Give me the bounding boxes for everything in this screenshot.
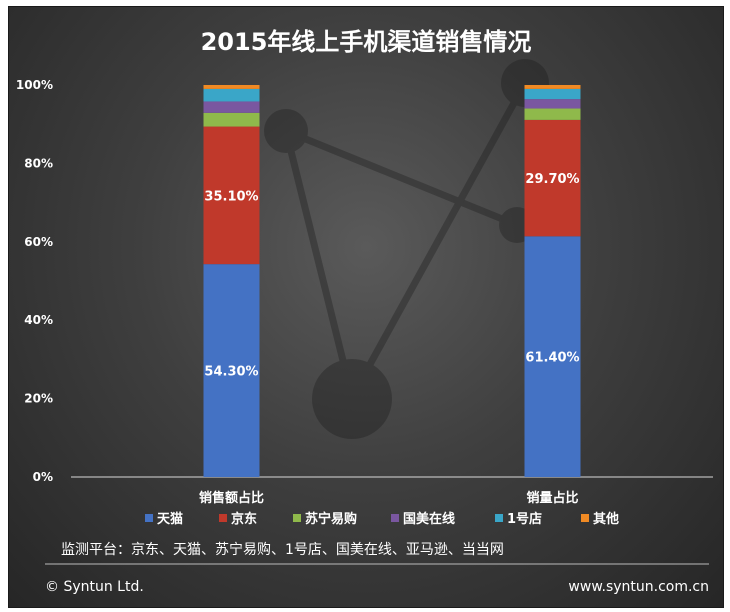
- bar-segment-1-5: [203, 88, 260, 102]
- legend-swatch: [495, 514, 503, 522]
- legend-swatch: [293, 514, 301, 522]
- category-labels: 销售额占比 销量占比: [199, 490, 579, 506]
- y-tick-label: 0%: [33, 470, 53, 484]
- data-label: 29.70%: [525, 172, 579, 187]
- data-label: 54.30%: [204, 365, 258, 380]
- legend-label: 京东: [231, 511, 257, 527]
- y-tick-label: 100%: [16, 78, 53, 92]
- legend-label: 苏宁易购: [305, 511, 357, 527]
- legend-label: 其他: [593, 511, 619, 527]
- data-label: 61.40%: [525, 351, 579, 366]
- bar-segment-2-5: [524, 88, 581, 100]
- y-tick-label: 80%: [24, 156, 53, 170]
- chart-svg: 2015年线上手机渠道销售情况 0% 20% 40% 60% 80% 100% 54.30…: [16, 28, 713, 595]
- data-label: 35.10%: [204, 189, 258, 204]
- bar-segment-2-2: [524, 119, 581, 237]
- copyright-text: © Syntun Ltd.: [45, 579, 144, 595]
- chart-frame: 2015年线上手机渠道销售情况 0% 20% 40% 60% 80% 100% 54.30…: [8, 6, 724, 608]
- legend-swatch: [581, 514, 589, 522]
- y-tick-label: 60%: [24, 235, 53, 249]
- bar-segment-2-4: [524, 99, 581, 109]
- bar-segment-1-3: [203, 112, 260, 127]
- bar-segment-1-6: [203, 85, 260, 89]
- legend-swatch: [145, 514, 153, 522]
- legend-label: 1号店: [507, 511, 542, 527]
- legend-label: 天猫: [157, 511, 183, 527]
- y-axis: 0% 20% 40% 60% 80% 100%: [16, 78, 713, 484]
- chart-title: 2015年线上手机渠道销售情况: [201, 28, 532, 56]
- website-text: www.syntun.com.cn: [568, 579, 709, 595]
- bar-segment-1-2: [203, 126, 260, 265]
- legend: 天猫 京东 苏宁易购 国美在线 1号店 其他: [145, 511, 619, 527]
- bars-group: 54.30% 35.10% 61.40% 29.70%: [203, 85, 581, 477]
- legend-swatch: [219, 514, 227, 522]
- bar-segment-1-1: [203, 264, 260, 477]
- legend-label: 国美在线: [403, 511, 455, 527]
- y-tick-label: 40%: [24, 313, 53, 327]
- bar-segment-2-3: [524, 108, 581, 120]
- category-label: 销量占比: [526, 490, 578, 506]
- bar-segment-2-6: [524, 85, 581, 89]
- legend-swatch: [391, 514, 399, 522]
- bar-segment-1-4: [203, 101, 260, 113]
- y-tick-label: 20%: [24, 392, 53, 406]
- category-label: 销售额占比: [199, 490, 264, 506]
- platform-note: 监测平台：京东、天猫、苏宁易购、1号店、国美在线、亚马逊、当当网: [61, 541, 504, 558]
- bar-segment-2-1: [524, 236, 581, 477]
